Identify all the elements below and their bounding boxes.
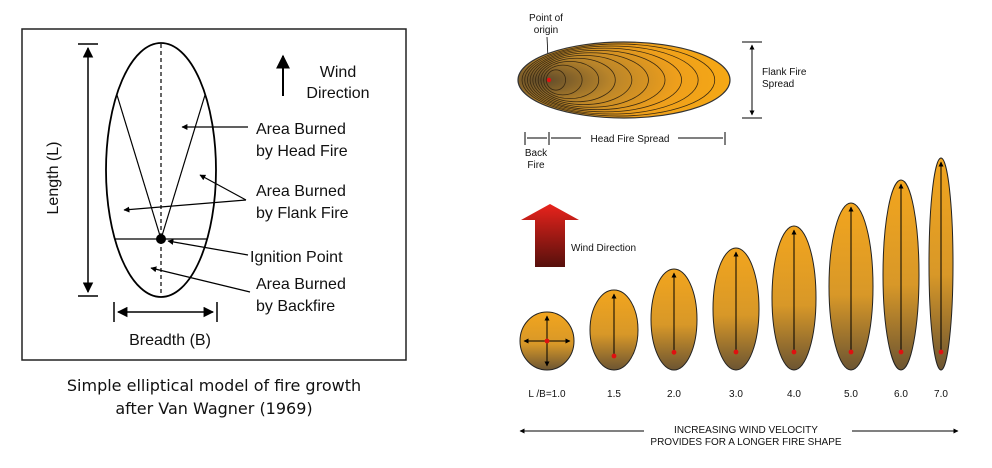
ignition-dot (791, 349, 797, 355)
fire-shapes (519, 157, 954, 371)
ratio-label: 6.0 (894, 389, 908, 400)
growth-ring (545, 69, 566, 91)
breadth-label: Breadth (B) (129, 332, 211, 349)
backfire-label-line1: Area Burned (256, 276, 346, 293)
growth-ring (540, 61, 600, 99)
ratio-label: L /B=1.0 (528, 389, 566, 400)
velocity-label-line2: PROVIDES FOR A LONGER FIRE SHAPE (650, 437, 841, 448)
origin-point-dot (546, 77, 552, 83)
fire-spread-ellipse (517, 41, 731, 119)
back-fire-label-line2: Fire (527, 160, 545, 171)
back-fire-label-line1: Back (525, 148, 548, 159)
ignition-point-dot (156, 234, 166, 244)
wind-label-line1: Wind (320, 64, 356, 81)
ignition-point-label: Ignition Point (250, 249, 343, 266)
wind-direction-label: Wind Direction (571, 243, 636, 254)
ignition-dot (898, 349, 904, 355)
flank-fire-spread-label-line1: Flank Fire (762, 67, 807, 78)
growth-ring (537, 57, 616, 103)
ignition-dot (733, 349, 739, 355)
head-fire-label-line1: Area Burned (256, 121, 346, 138)
velocity-label-line1: INCREASING WIND VELOCITY (674, 425, 818, 436)
wind-label-line2: Direction (306, 85, 369, 102)
ratio-label: 5.0 (844, 389, 858, 400)
ratio-label: 1.5 (607, 389, 621, 400)
flank-fire-label-line2: by Flank Fire (256, 205, 349, 222)
growth-ring (535, 54, 633, 106)
van-wagner-diagram: Length (L) Breadth (B) Wind Direction Ar… (21, 28, 407, 361)
growth-rings (521, 43, 716, 117)
flank-fire-label-line1: Area Burned (256, 183, 346, 200)
growth-ring (532, 52, 649, 108)
ratio-label: 4.0 (787, 389, 801, 400)
head-fire-label-line2: by Head Fire (256, 143, 348, 160)
head-fire-spread-label: Head Fire Spread (591, 134, 670, 145)
ignition-dot (544, 338, 550, 344)
length-label: Length (L) (45, 142, 62, 215)
growth-ring (529, 49, 666, 111)
fire-spread-ellipse-figure: Point of origin Flank Fire Spread Head F… (517, 13, 807, 171)
growth-ring (521, 43, 716, 117)
caption-line1: Simple elliptical model of fire growth (66, 376, 362, 395)
ratio-label: 3.0 (729, 389, 743, 400)
ratio-labels: L /B=1.0 1.5 2.0 3.0 4.0 5.0 6.0 7.0 (528, 389, 948, 400)
ratio-label: 7.0 (934, 389, 948, 400)
length-breadth-ratio-figure: Wind Direction L /B=1.0 1.5 2.0 3.0 4.0 5.0 6.… (519, 157, 959, 448)
ignition-dot (848, 349, 854, 355)
point-of-origin-label-line1: Point of (529, 13, 563, 24)
caption-line2: after Van Wagner (1969) (115, 399, 313, 418)
point-of-origin-label-line2: origin (534, 25, 558, 36)
ignition-dot (671, 349, 677, 355)
wind-direction-arrow (521, 204, 579, 267)
ratio-label: 2.0 (667, 389, 681, 400)
backfire-label-line2: by Backfire (256, 298, 335, 315)
ignition-dot (938, 349, 944, 355)
flank-fire-spread-label-line2: Spread (762, 79, 794, 90)
ignition-dot (611, 353, 617, 359)
growth-ring (543, 64, 583, 96)
growth-ring (524, 45, 699, 115)
growth-ring (527, 47, 682, 113)
